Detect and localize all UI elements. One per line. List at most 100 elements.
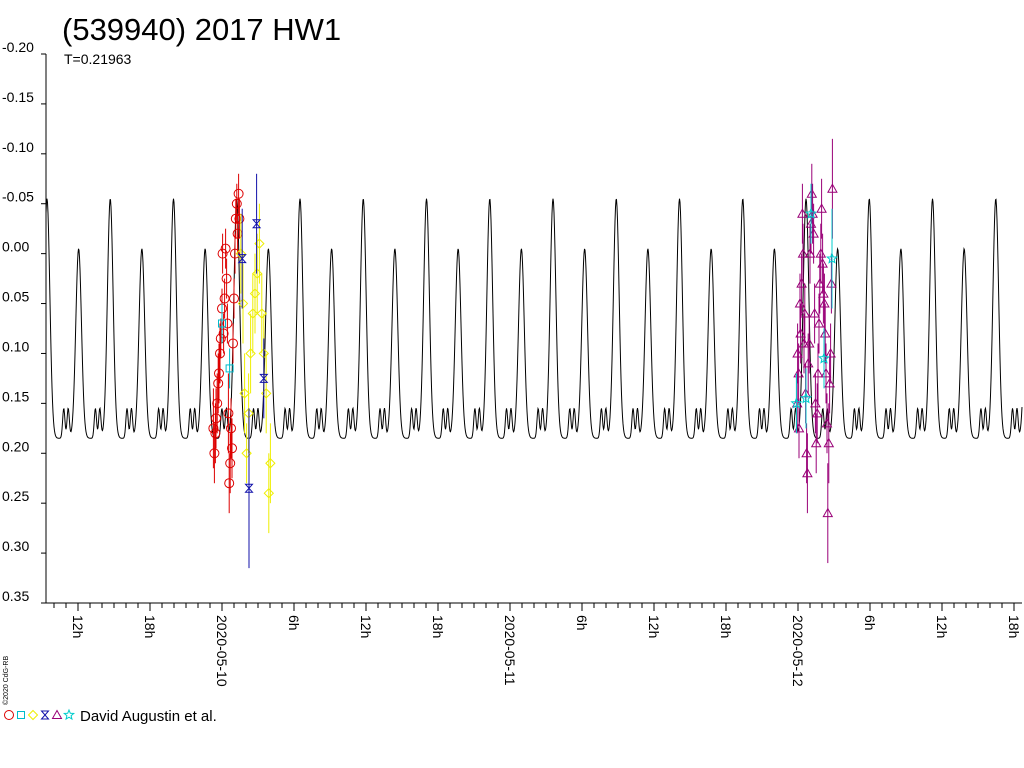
data-point: [804, 207, 818, 219]
data-point: [812, 367, 824, 378]
data-point: [819, 327, 831, 338]
y-tick-label: 0.25: [2, 488, 29, 504]
data-point: [798, 337, 810, 348]
data-point: [213, 378, 224, 389]
y-tick-label: 0.30: [2, 538, 29, 554]
x-tick-label: 12h: [358, 615, 374, 638]
data-point: [811, 407, 823, 418]
data-point: [796, 278, 807, 288]
data-point: [226, 423, 236, 434]
data-point: [824, 377, 835, 388]
x-tick-label: 12h: [934, 615, 950, 638]
legend-symbol-circle: [4, 710, 14, 720]
series-triangle: [791, 138, 838, 564]
data-point: [792, 347, 803, 358]
data-point: [794, 298, 806, 308]
data-point: [251, 268, 263, 279]
data-point: [210, 428, 221, 439]
y-tick-label: 0.10: [2, 338, 29, 354]
legend-symbol-bowtie: [40, 710, 50, 720]
y-tick-label: 0.15: [2, 388, 29, 404]
data-point: [260, 388, 272, 399]
data-point: [809, 308, 820, 318]
legend-label: David Augustin et al.: [80, 708, 217, 725]
data-point: [217, 248, 228, 259]
data-point: [247, 308, 259, 319]
data-point: [244, 483, 254, 493]
data-point: [249, 288, 261, 299]
data-point: [251, 219, 262, 229]
data-point: [215, 348, 225, 359]
data-point: [795, 327, 806, 338]
series-square: [218, 303, 234, 389]
data-point: [265, 458, 276, 469]
legend-symbol-diamond: [27, 709, 39, 721]
data-point: [224, 478, 235, 489]
series-bowtie: [237, 173, 269, 569]
y-axis: -0.20 -0.15 -0.10 -0.05 0.00 0.05 0.10 0.15 0.20…: [2, 39, 47, 604]
data-point: [245, 348, 256, 359]
data-point: [220, 243, 231, 254]
data-point: [802, 357, 814, 368]
data-point: [826, 278, 837, 288]
y-tick-label: -0.20: [2, 39, 34, 55]
data-point: [218, 328, 229, 339]
data-point: [259, 373, 269, 383]
data-point: [797, 208, 808, 218]
data-point: [225, 458, 236, 469]
x-tick-label: 18h: [430, 615, 446, 638]
copyright-notice: ©2020 CdG-RB: [2, 656, 10, 705]
legend: David Augustin et al.: [4, 708, 217, 725]
data-point: [818, 288, 829, 298]
x-tick-label: 2020-05-12: [790, 615, 806, 687]
x-tick-label: 18h: [142, 615, 158, 638]
x-tick-label: 18h: [1006, 615, 1022, 638]
data-point: [233, 188, 244, 199]
data-point: [790, 397, 803, 409]
x-axis: 12h 18h 2020-05-10 6h 12h 18h 2020-05-11 6h 12h 1…: [46, 602, 1022, 687]
model-curve-path: [45, 198, 1023, 439]
data-point: [225, 364, 234, 373]
data-point: [825, 347, 836, 358]
data-point: [825, 252, 839, 264]
data-point: [799, 392, 813, 404]
data-point: [208, 423, 219, 434]
legend-symbol-star: [62, 708, 76, 721]
data-point: [215, 333, 226, 344]
data-point: [237, 298, 249, 309]
y-tick-label: -0.05: [2, 189, 34, 205]
data-point: [797, 248, 809, 258]
x-tick-label: 6h: [574, 615, 590, 631]
y-tick-label: -0.10: [2, 139, 34, 155]
data-point: [804, 248, 816, 258]
y-tick-label: 0.20: [2, 438, 29, 454]
data-point: [816, 203, 827, 213]
data-point: [810, 437, 822, 448]
y-tick-label: -0.15: [2, 89, 34, 105]
data-point: [231, 198, 242, 209]
data-point: [814, 278, 826, 288]
data-point: [823, 437, 835, 448]
model-curve: [45, 198, 1023, 439]
x-tick-label: 12h: [646, 615, 662, 638]
y-tick-label: 0.35: [2, 588, 29, 604]
data-point: [806, 188, 818, 198]
data-point: [801, 447, 812, 458]
data-point: [223, 408, 234, 419]
data-point: [819, 298, 830, 308]
data-point: [222, 318, 233, 329]
data-point: [241, 448, 252, 459]
x-tick-label: 12h: [70, 615, 86, 638]
data-point: [235, 248, 247, 259]
data-point: [234, 213, 245, 224]
data-point: [227, 443, 237, 454]
data-point: [239, 388, 250, 399]
data-point: [822, 507, 834, 518]
data-point: [793, 367, 804, 378]
legend-symbol-square: [17, 711, 25, 719]
series-star: [790, 183, 839, 434]
y-tick-label: 0.00: [2, 239, 29, 255]
data-point: [209, 448, 220, 459]
data-point: [803, 337, 815, 348]
